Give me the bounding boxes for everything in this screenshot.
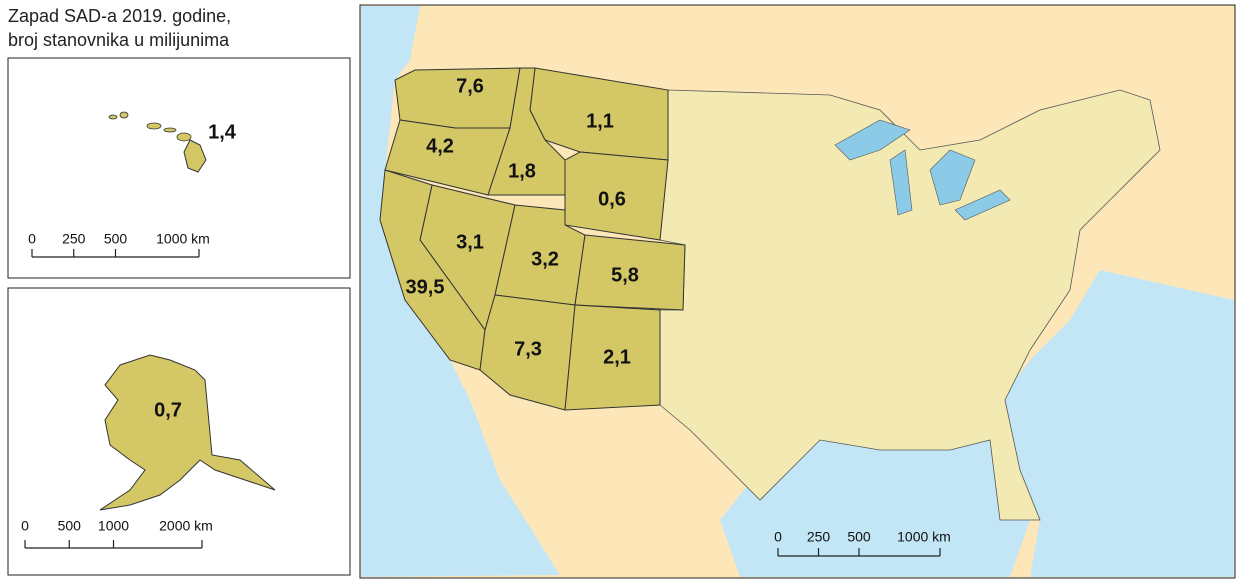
state-value-label: 1,4	[208, 121, 237, 143]
scale-label: 1000 km	[897, 529, 951, 545]
scale-label: 1000	[98, 518, 129, 534]
scale-label: 250	[807, 529, 831, 545]
oceans	[361, 6, 1234, 577]
state	[564, 304, 661, 411]
scale-label: 1000 km	[156, 231, 210, 247]
title-line: broj stanovnika u milijunima	[8, 30, 230, 50]
scale-label: 500	[58, 518, 82, 534]
state-value-label: 7,3	[514, 338, 542, 360]
state	[564, 151, 669, 241]
hawaii-panel	[7, 57, 351, 279]
state-value-label: 39,5	[406, 276, 445, 298]
scale-label: 2000 km	[159, 518, 213, 534]
scale-label: 250	[62, 231, 86, 247]
state	[574, 234, 686, 311]
scale-label: 500	[847, 529, 871, 545]
state	[99, 354, 276, 511]
title-line: Zapad SAD-a 2019. godine,	[8, 6, 231, 26]
state-value-label: 2,1	[603, 346, 631, 368]
state-value-label: 1,8	[508, 160, 536, 182]
scale-label: 0	[28, 231, 36, 247]
state-value-label: 3,2	[531, 248, 559, 270]
state	[183, 139, 207, 173]
state-value-label: 4,2	[426, 135, 454, 157]
scale-label: 500	[104, 231, 128, 247]
state-value-label: 7,6	[456, 75, 484, 97]
hawaii-islands	[108, 111, 192, 142]
state-value-label: 5,8	[611, 264, 639, 286]
scale-label: 0	[774, 529, 782, 545]
state-value-label: 0,7	[154, 399, 182, 421]
scale-label: 0	[21, 518, 29, 534]
state-value-label: 3,1	[456, 231, 484, 253]
state-value-label: 0,6	[598, 188, 626, 210]
great-lakes	[834, 119, 1011, 221]
state-value-label: 1,1	[586, 110, 614, 132]
